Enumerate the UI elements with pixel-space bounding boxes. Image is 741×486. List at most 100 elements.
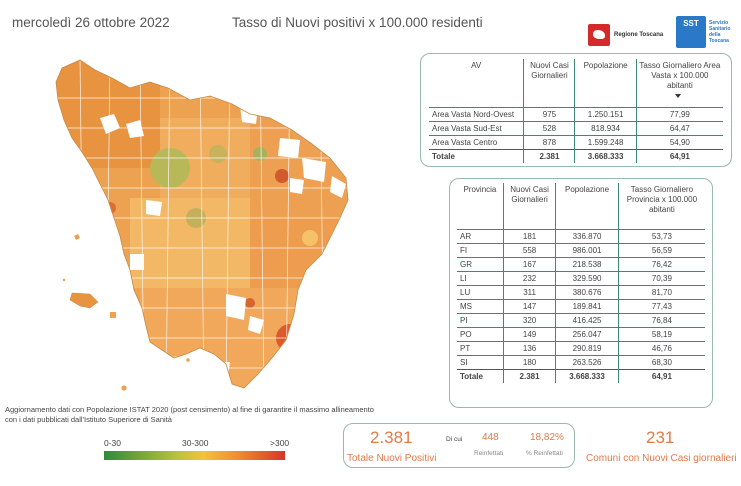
kpi-reinf-value: 448	[482, 432, 499, 443]
av-rate: 54,90	[636, 134, 723, 149]
prov-col-header-cases[interactable]: Nuovi Casi Giornalieri	[503, 183, 557, 229]
prov-cases: 180	[503, 354, 557, 369]
av-col-header-rate[interactable]: Tasso Giornaliero Area Vasta x 100.000 a…	[636, 59, 723, 107]
legend-mid-label: 30-300	[182, 438, 209, 448]
prov-cases: 320	[503, 312, 557, 327]
prov-pop: 263.526	[555, 354, 619, 369]
tuscany-choropleth-map[interactable]	[50, 58, 370, 398]
av-rate: 77,99	[636, 106, 723, 121]
prov-pop: 218.538	[555, 256, 619, 271]
prov-name: LU	[457, 284, 504, 299]
table-row[interactable]: GR 167 218.538 76,42	[457, 256, 705, 271]
prov-name: AR	[457, 228, 504, 243]
prov-rate: 76,84	[618, 312, 705, 327]
av-pop: 1.599.248	[574, 134, 637, 149]
av-pop: 818.934	[574, 120, 637, 135]
prov-rate: 56,59	[618, 242, 705, 257]
legend-color-scale	[104, 451, 285, 460]
data-update-note: Aggiornamento dati con Popolazione ISTAT…	[5, 405, 374, 424]
regione-toscana-logo: Regione Toscana	[588, 20, 668, 50]
prov-name: PI	[457, 312, 504, 327]
prov-name: MS	[457, 298, 504, 313]
prov-rate: 81,70	[618, 284, 705, 299]
prov-pop: 256.047	[555, 326, 619, 341]
table-row[interactable]: Area Vasta Centro 878 1.599.248 54,90	[429, 134, 723, 149]
prov-rate: 58,19	[618, 326, 705, 341]
prov-total-name: Totale	[457, 368, 504, 383]
av-total-rate: 64,91	[636, 148, 723, 163]
table-row[interactable]: Area Vasta Sud-Est 528 818.934 64,47	[429, 120, 723, 135]
prov-cases: 167	[503, 256, 557, 271]
prov-cases: 149	[503, 326, 557, 341]
table-row[interactable]: SI 180 263.526 68,30	[457, 354, 705, 369]
table-total-row: Totale 2.381 3.668.333 64,91	[429, 148, 723, 163]
kpi-total-label: Totale Nuovi Positivi	[347, 453, 437, 464]
prov-rate: 70,39	[618, 270, 705, 285]
area-vasta-table-card: AV Nuovi Casi Giornalieri Popolazione Ta…	[420, 53, 732, 167]
prov-name: SI	[457, 354, 504, 369]
prov-cases: 136	[503, 340, 557, 355]
av-col-header-cases[interactable]: Nuovi Casi Giornalieri	[523, 59, 576, 107]
table-row[interactable]: AR 181 336.870 53,73	[457, 228, 705, 243]
prov-pop: 290.819	[555, 340, 619, 355]
av-total-cases: 2.381	[523, 148, 576, 163]
legend-low-label: 0-30	[104, 438, 122, 448]
legend-high-label: >300	[270, 438, 290, 448]
table-row[interactable]: LU 311 380.676 81,70	[457, 284, 705, 299]
prov-pop: 986.001	[555, 242, 619, 257]
kpi-di-cui-label: Di cui	[446, 436, 463, 443]
table-row[interactable]: LI 232 329.590 70,39	[457, 270, 705, 285]
table-total-row: Totale 2.381 3.668.333 64,91	[457, 368, 705, 383]
av-total-pop: 3.668.333	[574, 148, 637, 163]
kpi-total-value: 2.381	[370, 428, 413, 447]
kpi-comuni-value: 231	[646, 428, 675, 447]
table-row[interactable]: PT 136 290.819 46,76	[457, 340, 705, 355]
prov-pop: 336.870	[555, 228, 619, 243]
report-date: mercoledì 26 ottobre 2022	[12, 15, 170, 30]
av-total-name: Totale	[429, 148, 525, 163]
av-col-header-name[interactable]: AV	[429, 59, 525, 107]
prov-pop: 189.841	[555, 298, 619, 313]
av-pop: 1.250.151	[574, 106, 637, 121]
prov-pop: 329.590	[555, 270, 619, 285]
table-row[interactable]: FI 558 986.001 56,59	[457, 242, 705, 257]
kpi-comuni-label: Comuni con Nuovi Casi giornalieri	[586, 453, 737, 464]
kpi-reinf-pct-value: 18,82%	[530, 432, 564, 443]
prov-pop: 416.425	[555, 312, 619, 327]
provincia-table-card: Provincia Nuovi Casi Giornalieri Popolaz…	[449, 178, 713, 408]
prov-name: GR	[457, 256, 504, 271]
prov-col-header-pop[interactable]: Popolazione	[555, 183, 619, 229]
sst-logo: SST Servizio Sanitario della Toscana	[676, 14, 738, 50]
table-row[interactable]: MS 147 189.841 77,43	[457, 298, 705, 313]
sst-badge-icon: SST	[676, 16, 706, 48]
table-row[interactable]: PO 149 256.047 58,19	[457, 326, 705, 341]
prov-cases: 558	[503, 242, 557, 257]
av-cases: 528	[523, 120, 576, 135]
table-row[interactable]: Area Vasta Nord-Ovest 975 1.250.151 77,9…	[429, 106, 723, 121]
av-rate-header-label: Tasso Giornaliero Area Vasta x 100.000 a…	[639, 61, 721, 90]
av-name: Area Vasta Centro	[429, 134, 525, 149]
prov-col-header-rate[interactable]: Tasso Giornaliero Provincia x 100.000 ab…	[626, 185, 698, 214]
av-col-header-pop[interactable]: Popolazione	[574, 59, 637, 107]
prov-cases: 311	[503, 284, 557, 299]
av-name: Area Vasta Nord-Ovest	[429, 106, 525, 121]
page-title: Tasso di Nuovi positivi x 100.000 reside…	[232, 15, 483, 30]
kpi-reinf-pct-label: % Reinfettati	[526, 450, 563, 457]
prov-total-pop: 3.668.333	[555, 368, 619, 383]
regione-logo-text: Regione Toscana	[614, 32, 664, 38]
prov-rate: 76,42	[618, 256, 705, 271]
table-row[interactable]: PI 320 416.425 76,84	[457, 312, 705, 327]
area-vasta-table: AV Nuovi Casi Giornalieri Popolazione Ta…	[429, 59, 723, 163]
av-cases: 975	[523, 106, 576, 121]
sort-desc-icon	[675, 93, 682, 98]
av-name: Area Vasta Sud-Est	[429, 120, 525, 135]
map-municipalities	[56, 60, 348, 388]
prov-cases: 147	[503, 298, 557, 313]
provincia-table: Provincia Nuovi Casi Giornalieri Popolaz…	[457, 183, 705, 383]
prov-total-rate: 64,91	[618, 368, 705, 383]
prov-col-header-name[interactable]: Provincia	[457, 183, 504, 229]
kpi-reinf-label: Reinfettati	[474, 450, 504, 457]
prov-name: PO	[457, 326, 504, 341]
prov-name: LI	[457, 270, 504, 285]
prov-name: PT	[457, 340, 504, 355]
